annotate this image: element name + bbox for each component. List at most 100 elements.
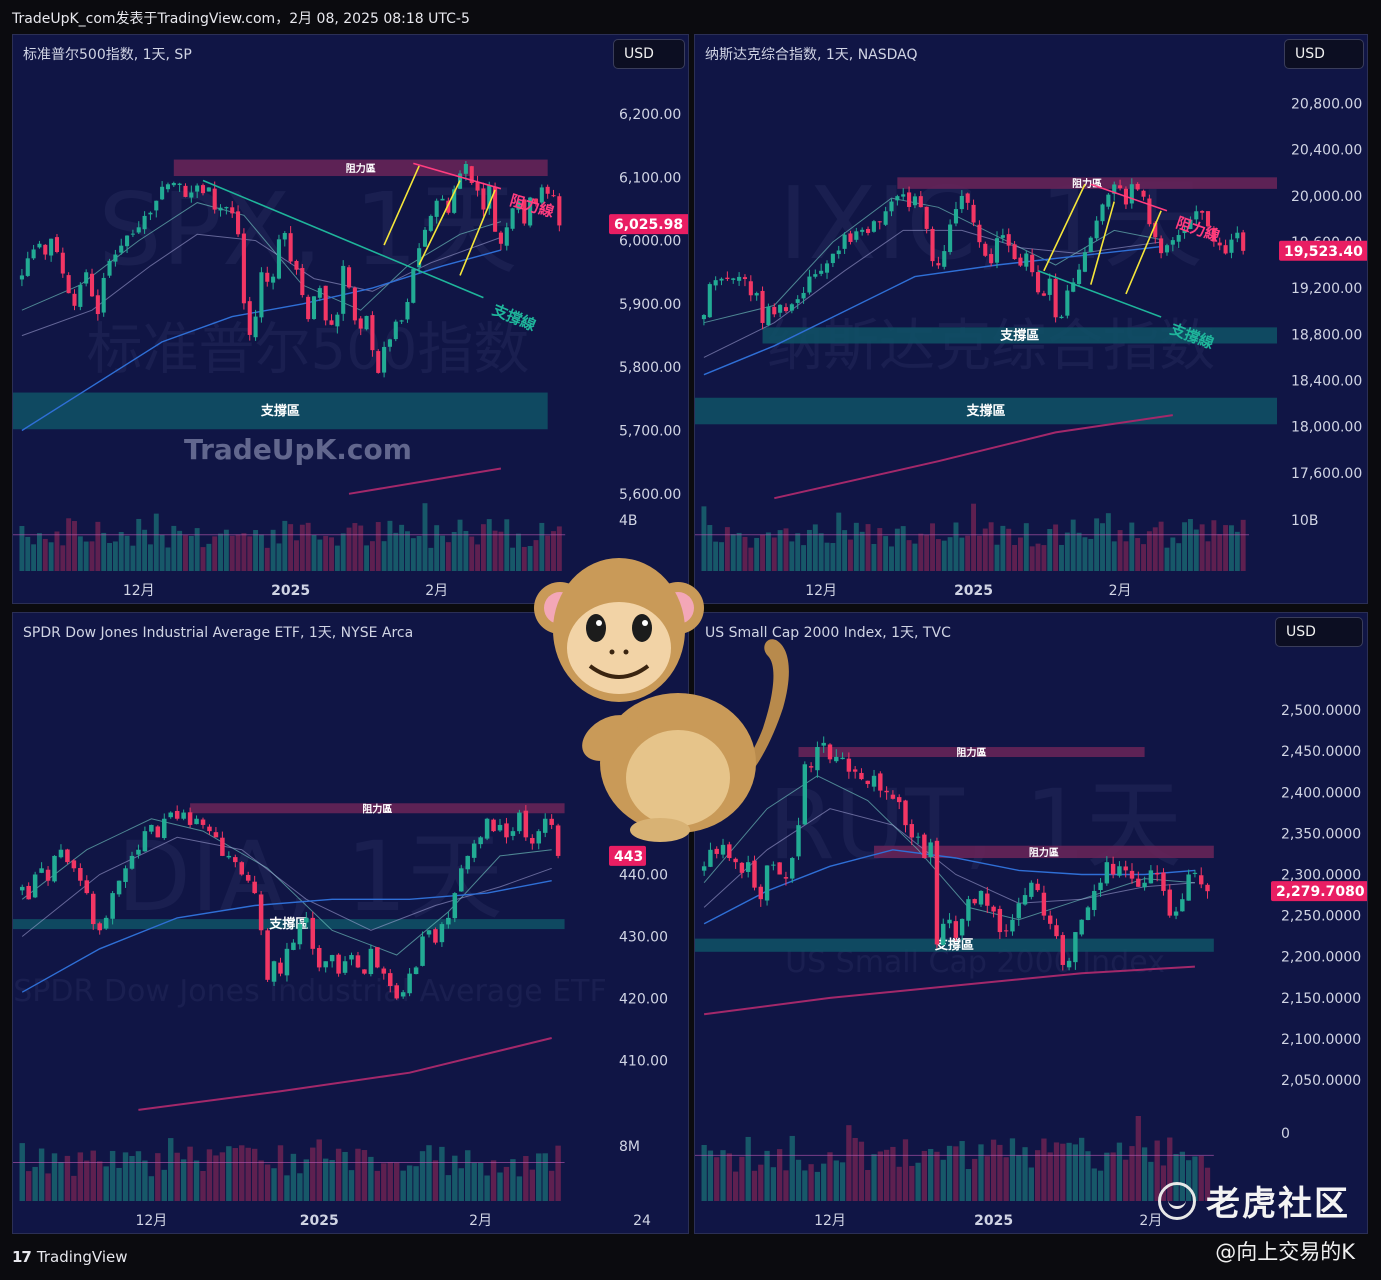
volume-bar (375, 522, 381, 571)
candle (276, 234, 281, 280)
chart-panel-ixic[interactable]: 纳斯达克综合指数, 1天, NASDAQ USD IXIC, 1天 纳斯达克综合指… (694, 34, 1368, 604)
candle (1035, 265, 1041, 295)
channel-line[interactable] (1125, 210, 1162, 295)
resistance-zone-label: 阻力區 (346, 162, 376, 175)
candle-body (953, 209, 959, 224)
candle (1071, 277, 1076, 293)
channel-line[interactable] (1090, 201, 1115, 285)
channel-line[interactable] (418, 180, 461, 266)
candle-body (97, 923, 102, 931)
candle (148, 211, 153, 221)
candle-body (1235, 232, 1240, 239)
candle (852, 766, 858, 779)
candle-body (123, 868, 128, 882)
chart-canvas-dia[interactable]: DIA, 1天 SPDR Dow Jones Industrial Average… (13, 613, 689, 1234)
candle (71, 858, 77, 872)
time-axis[interactable]: 12月 2025 2月 (805, 583, 1131, 599)
time-axis[interactable]: 12月 2025 2月 24 (135, 1213, 651, 1229)
candle-body (1024, 253, 1029, 267)
candle (119, 238, 124, 255)
candle (72, 289, 77, 311)
currency-button[interactable]: USD (1284, 39, 1364, 69)
candle-body (271, 961, 277, 982)
candle (97, 921, 102, 935)
candle (400, 990, 406, 999)
candle (901, 188, 906, 201)
volume-bar (219, 1152, 226, 1201)
candle-body (536, 831, 542, 844)
candle-body (130, 233, 135, 235)
price-axis[interactable]: 6,200.00 6,100.00 6,000.00 5,900.00 5,800.00… (619, 107, 681, 529)
support-zone: 支撐區 (13, 392, 548, 430)
channel-line[interactable] (459, 189, 496, 276)
volume-bar (1123, 541, 1129, 571)
volume-bar (542, 1153, 548, 1201)
candle (918, 191, 923, 208)
channel-line[interactable] (1043, 183, 1086, 272)
candle (113, 249, 118, 267)
candle-body (1241, 232, 1246, 251)
volume-bar (877, 1151, 883, 1201)
candle (953, 915, 959, 941)
volume-bar (930, 523, 935, 571)
candle (1092, 884, 1097, 917)
support-zone-rect (695, 397, 1277, 425)
candle-body (909, 824, 914, 838)
candle-body (25, 258, 30, 276)
currency-button[interactable]: USD (613, 39, 685, 69)
time-axis[interactable]: 12月 2025 2月 (123, 583, 448, 599)
price-axis[interactable]: 2,500.0000 2,450.0000 2,400.0000 2,350.0000… (1281, 703, 1361, 1142)
candle (790, 856, 795, 883)
candle-body (335, 314, 340, 327)
candle-body (1059, 316, 1064, 319)
candle (1176, 229, 1181, 248)
chart-panel-rut[interactable]: US Small Cap 2000 Index, 1天, TVC USD RUT… (694, 612, 1368, 1234)
time-axis[interactable]: 12月 2025 2月 (814, 1213, 1162, 1229)
candle (997, 905, 1003, 940)
volume-bar (469, 536, 475, 571)
time-tick-label: 2月 (425, 583, 448, 599)
candle-body (207, 826, 212, 832)
candle-body (1141, 190, 1146, 197)
candle-body (387, 339, 392, 347)
volume-bar (445, 542, 451, 571)
currency-button[interactable]: USD (1275, 617, 1363, 647)
volume-bar (72, 521, 77, 571)
candle (714, 846, 719, 859)
candle-body (1065, 290, 1070, 316)
candle (284, 942, 290, 982)
volume-bar (51, 1153, 58, 1201)
volume-bar (369, 541, 375, 571)
tradingview-logo[interactable]: 17 TradingView (12, 1248, 128, 1266)
candle-body (364, 315, 369, 330)
volume-bar (1211, 520, 1217, 571)
candle-body (71, 860, 77, 869)
candle-body (912, 196, 917, 206)
candle-body (1094, 220, 1099, 239)
candle (523, 805, 529, 841)
price-axis[interactable]: 20,800.0020,400.0020,000.0019,600.0019,2… (1291, 96, 1362, 529)
price-tick-label: 6,100.00 (619, 170, 681, 186)
chart-canvas-spx[interactable]: SPX, 1天标准普尔500指数TradeUpK.com阻力區支撐區阻力線支撐線… (13, 35, 689, 604)
channel-line[interactable] (383, 165, 420, 246)
candle-body (1229, 239, 1234, 253)
candle (928, 838, 933, 865)
candle-body (446, 200, 451, 213)
candle-body (459, 868, 464, 892)
volume-bar (777, 530, 783, 571)
chart-panel-spx[interactable]: 标准普尔500指数, 1天, SP USD SPX, 1天 标准普尔500指数 Tr… (12, 34, 689, 604)
candle (311, 296, 317, 320)
candle (271, 273, 276, 290)
candle-body (393, 321, 398, 340)
candle-body (155, 826, 161, 838)
candle (1199, 867, 1204, 889)
chart-canvas-ixic[interactable]: IXIC, 1天纳斯达克综合指数阻力區支撐區支撐區阻力線支撐線20,800.00… (695, 35, 1368, 604)
price-axis[interactable]: 440.00 430.00 420.00 410.00 8M (619, 868, 668, 1155)
candle (422, 227, 428, 247)
volume-bar (1111, 541, 1117, 571)
chart-panel-dia[interactable]: SPDR Dow Jones Industrial Average ETF, 1… (12, 612, 689, 1234)
candle (795, 295, 800, 309)
candle-body (426, 930, 432, 935)
candle-body (1186, 874, 1191, 901)
